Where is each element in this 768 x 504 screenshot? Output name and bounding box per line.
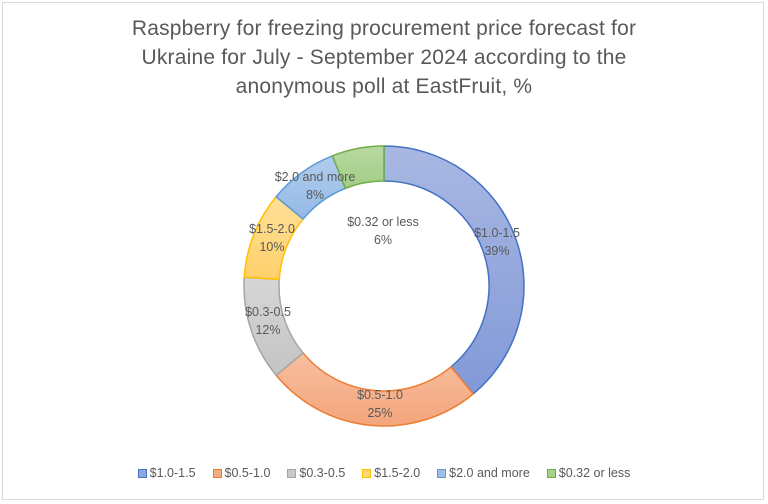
data-labels: $1.0-1.5 39% $0.5-1.0 25% $0.3-0.5 12% $1.5-2.… xyxy=(245,170,520,420)
data-label-value: 39% xyxy=(484,244,509,258)
legend-swatch-icon xyxy=(287,468,297,478)
data-label-value: 6% xyxy=(374,233,392,247)
legend-item-0.32-or-less[interactable]: $0.32 or less xyxy=(546,466,631,480)
legend-swatch-icon xyxy=(437,468,447,478)
legend-item-2.0-and-more[interactable]: $2.0 and more xyxy=(437,466,530,480)
data-label-category: $1.0-1.5 xyxy=(474,226,520,240)
legend-item-0.5-1.0[interactable]: $0.5-1.0 xyxy=(212,466,271,480)
legend-item-1.5-2.0[interactable]: $1.5-2.0 xyxy=(362,466,420,480)
chart-title: Raspberry for freezing procurement price… xyxy=(0,14,768,101)
legend: $1.0-1.5 $0.5-1.0 $0.3-0.5 $1.5-2.0 $2.0… xyxy=(0,466,768,480)
data-label-value: 8% xyxy=(306,188,324,202)
donut-slice[interactable] xyxy=(383,145,525,395)
data-label-category: $1.5-2.0 xyxy=(249,222,295,236)
legend-label: $1.5-2.0 xyxy=(374,466,421,480)
data-label-category: $0.32 or less xyxy=(347,215,419,229)
donut-slices xyxy=(243,145,525,427)
data-label-category: $2.0 and more xyxy=(275,170,356,184)
legend-label: $0.5-1.0 xyxy=(224,466,271,480)
legend-item-1.0-1.5[interactable]: $1.0-1.5 xyxy=(137,466,196,480)
legend-label: $0.3-0.5 xyxy=(299,466,346,480)
legend-swatch-icon xyxy=(212,468,222,478)
data-label-category: $0.5-1.0 xyxy=(357,388,403,402)
data-label-category: $0.3-0.5 xyxy=(245,305,291,319)
legend-label: $2.0 and more xyxy=(449,466,530,480)
data-label-value: 25% xyxy=(367,406,392,420)
legend-item-0.3-0.5[interactable]: $0.3-0.5 xyxy=(287,466,345,480)
legend-label: $1.0-1.5 xyxy=(149,466,196,480)
legend-swatch-icon xyxy=(546,468,556,478)
data-label-value: 12% xyxy=(255,323,280,337)
data-label-value: 10% xyxy=(259,240,284,254)
legend-swatch-icon xyxy=(362,468,372,478)
chart-title-line-3: anonymous poll at EastFruit, % xyxy=(235,75,533,98)
chart-title-line-2: Ukraine for July - September 2024 accord… xyxy=(141,46,627,69)
chart-title-line-1: Raspberry for freezing procurement price… xyxy=(131,17,637,40)
legend-swatch-icon xyxy=(137,468,147,478)
donut-slice[interactable] xyxy=(331,145,385,190)
legend-label: $0.32 or less xyxy=(558,466,631,480)
